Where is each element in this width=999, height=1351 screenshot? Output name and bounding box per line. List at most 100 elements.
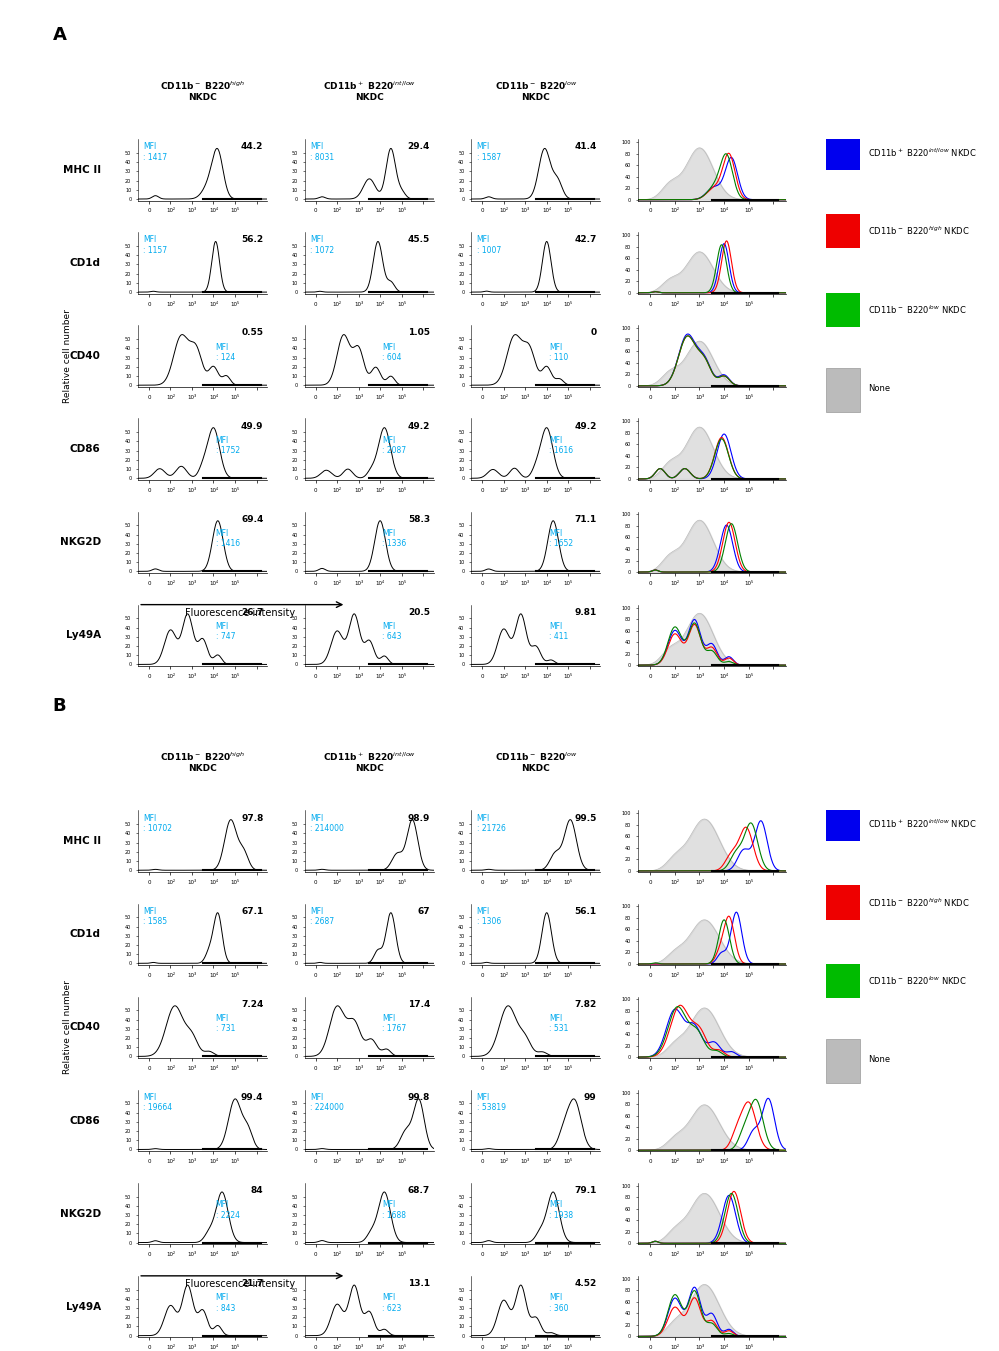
Text: : 2087: : 2087: [383, 446, 407, 455]
Text: CD1d: CD1d: [70, 929, 101, 939]
Text: : 2687: : 2687: [310, 917, 334, 925]
Text: MFI: MFI: [310, 1093, 324, 1102]
Text: CD11b$^-$ B220$^{low}$ NKDC: CD11b$^-$ B220$^{low}$ NKDC: [868, 304, 967, 316]
Text: MFI: MFI: [144, 235, 157, 245]
Text: MFI: MFI: [216, 621, 229, 631]
Text: Ly49A: Ly49A: [66, 1301, 101, 1312]
Text: MFI: MFI: [477, 907, 490, 916]
Text: CD11b$^+$ B220$^{int/low}$ NKDC: CD11b$^+$ B220$^{int/low}$ NKDC: [868, 817, 976, 831]
Text: MFI: MFI: [216, 436, 229, 444]
Text: None: None: [868, 1055, 890, 1063]
Text: 71.1: 71.1: [574, 515, 596, 524]
Text: CD11b$^-$ B220$^{high}$
NKDC: CD11b$^-$ B220$^{high}$ NKDC: [160, 751, 246, 773]
Text: CD86: CD86: [70, 1116, 101, 1125]
Text: MFI: MFI: [144, 813, 157, 823]
Text: MFI: MFI: [383, 621, 396, 631]
Text: 1.05: 1.05: [408, 328, 430, 338]
FancyBboxPatch shape: [826, 1039, 859, 1084]
Text: MFI: MFI: [310, 907, 324, 916]
Text: None: None: [868, 384, 890, 393]
Text: 56.2: 56.2: [242, 235, 264, 245]
Text: : 731: : 731: [216, 1024, 235, 1034]
Text: MFI: MFI: [216, 1293, 229, 1302]
Text: MFI: MFI: [310, 142, 324, 151]
Text: 58.3: 58.3: [408, 515, 430, 524]
Text: : 1416: : 1416: [216, 539, 240, 549]
Text: : 643: : 643: [383, 632, 402, 642]
Text: : 1417: : 1417: [144, 153, 168, 162]
Text: : 19664: : 19664: [144, 1104, 173, 1112]
Text: 41.4: 41.4: [574, 142, 596, 151]
Text: MFI: MFI: [216, 1200, 229, 1209]
Text: B: B: [53, 697, 66, 715]
Text: MFI: MFI: [310, 235, 324, 245]
Text: 84: 84: [251, 1186, 264, 1194]
FancyBboxPatch shape: [826, 367, 859, 412]
Text: CD11b$^+$ B220$^{int/low}$
NKDC: CD11b$^+$ B220$^{int/low}$ NKDC: [323, 80, 416, 103]
Text: 49.9: 49.9: [241, 422, 264, 431]
Text: Ly49A: Ly49A: [66, 631, 101, 640]
Text: CD11b$^-$ B220$^{low}$ NKDC: CD11b$^-$ B220$^{low}$ NKDC: [868, 974, 967, 988]
Text: NKG2D: NKG2D: [60, 1209, 101, 1219]
Text: : 1587: : 1587: [477, 153, 500, 162]
Text: MFI: MFI: [310, 813, 324, 823]
Text: : 53819: : 53819: [477, 1104, 505, 1112]
Text: MFI: MFI: [144, 142, 157, 151]
Text: MFI: MFI: [548, 436, 562, 444]
Text: NKG2D: NKG2D: [60, 538, 101, 547]
Text: CD11b$^-$ B220$^{high}$ NKDC: CD11b$^-$ B220$^{high}$ NKDC: [868, 226, 969, 238]
Text: CD11b$^-$ B220$^{low}$
NKDC: CD11b$^-$ B220$^{low}$ NKDC: [495, 80, 577, 103]
Text: Fluorescence intensity: Fluorescence intensity: [185, 608, 295, 617]
Text: MFI: MFI: [548, 1013, 562, 1023]
Text: 99.4: 99.4: [241, 1093, 264, 1102]
Text: 49.2: 49.2: [574, 422, 596, 431]
Text: : 843: : 843: [216, 1304, 235, 1313]
Text: CD11b$^-$ B220$^{high}$ NKDC: CD11b$^-$ B220$^{high}$ NKDC: [868, 896, 969, 909]
Text: MFI: MFI: [383, 436, 396, 444]
Text: 49.2: 49.2: [408, 422, 430, 431]
Text: : 1007: : 1007: [477, 246, 500, 255]
Text: : 1752: : 1752: [216, 446, 240, 455]
Text: : 1616: : 1616: [548, 446, 573, 455]
Text: : 10702: : 10702: [144, 824, 173, 834]
Text: 13.1: 13.1: [408, 1279, 430, 1288]
Text: MFI: MFI: [216, 1013, 229, 1023]
Text: : 623: : 623: [383, 1304, 402, 1313]
FancyBboxPatch shape: [826, 215, 859, 249]
Text: 9.81: 9.81: [574, 608, 596, 616]
Text: CD11b$^-$ B220$^{high}$
NKDC: CD11b$^-$ B220$^{high}$ NKDC: [160, 80, 246, 103]
Text: CD1d: CD1d: [70, 258, 101, 267]
Text: : 1072: : 1072: [310, 246, 334, 255]
Text: Relative cell number: Relative cell number: [63, 309, 72, 403]
Text: CD11b$^-$ B220$^{low}$
NKDC: CD11b$^-$ B220$^{low}$ NKDC: [495, 751, 577, 773]
Text: MFI: MFI: [477, 813, 490, 823]
Text: : 2224: : 2224: [216, 1210, 240, 1220]
Text: CD86: CD86: [70, 444, 101, 454]
Text: MFI: MFI: [383, 1293, 396, 1302]
Text: MFI: MFI: [144, 1093, 157, 1102]
Text: MFI: MFI: [216, 343, 229, 351]
Text: MFI: MFI: [548, 621, 562, 631]
Text: : 110: : 110: [548, 353, 568, 362]
Text: : 8031: : 8031: [310, 153, 334, 162]
Text: Fluorescence intensity: Fluorescence intensity: [185, 1279, 295, 1289]
Text: 99: 99: [583, 1093, 596, 1102]
Text: 7.82: 7.82: [574, 1000, 596, 1009]
Text: 99.5: 99.5: [574, 813, 596, 823]
Text: 21.7: 21.7: [241, 1279, 264, 1288]
Text: : 604: : 604: [383, 353, 402, 362]
Text: 67.1: 67.1: [241, 907, 264, 916]
Text: Relative cell number: Relative cell number: [63, 981, 72, 1074]
Text: A: A: [53, 26, 66, 43]
Text: 20.5: 20.5: [408, 608, 430, 616]
Text: CD11b$^+$ B220$^{int/low}$
NKDC: CD11b$^+$ B220$^{int/low}$ NKDC: [323, 751, 416, 773]
Text: : 411: : 411: [548, 632, 568, 642]
Text: 79.1: 79.1: [574, 1186, 596, 1194]
Text: MFI: MFI: [477, 1093, 490, 1102]
Text: 17.4: 17.4: [408, 1000, 430, 1009]
Text: 4.52: 4.52: [574, 1279, 596, 1288]
Text: : 21726: : 21726: [477, 824, 505, 834]
Text: : 1688: : 1688: [383, 1210, 407, 1220]
Text: MFI: MFI: [477, 235, 490, 245]
Text: : 1938: : 1938: [548, 1210, 573, 1220]
